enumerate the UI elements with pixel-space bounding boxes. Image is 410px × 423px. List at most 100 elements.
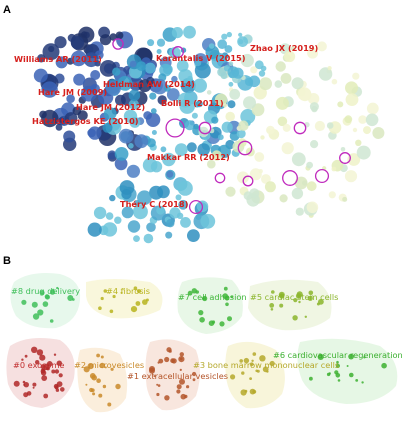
cluster-node: [112, 294, 116, 299]
cluster-node: [241, 371, 245, 375]
cluster-node: [67, 295, 74, 301]
cluster-node: [198, 310, 204, 316]
cluster-node: [179, 368, 182, 371]
cluster-node: [335, 363, 340, 368]
network-node: [133, 235, 140, 243]
cluster-label-cardiac-stem-cells: #5 cardiac stem cells: [250, 292, 338, 302]
network-node: [229, 88, 241, 100]
cluster-node: [326, 372, 331, 377]
network-node: [295, 207, 304, 216]
network-node: [192, 78, 207, 93]
network-node: [258, 70, 266, 77]
cluster-label-bone-marrow: #3 bone marrow mononuclear cells: [193, 360, 339, 370]
network-node: [284, 50, 296, 63]
cluster-node: [166, 347, 172, 353]
network-node: [306, 201, 319, 214]
network-node: [228, 61, 234, 66]
cluster-label-cardiovascular-regeneration: #6 cardiovascular regeneration: [273, 350, 403, 360]
network-node: [221, 33, 228, 40]
cluster-node: [42, 301, 49, 307]
network-node: [217, 134, 224, 141]
cluster-node: [102, 384, 107, 389]
cluster-node: [55, 388, 60, 392]
network-node: [163, 84, 171, 92]
cluster-node: [90, 388, 95, 393]
network-node: [171, 26, 183, 39]
network-node: [224, 45, 233, 53]
network-node: [248, 75, 261, 88]
network-node: [99, 34, 112, 46]
network-node: [355, 139, 362, 146]
cluster-node: [240, 389, 247, 396]
network-node: [156, 206, 165, 215]
network-node: [356, 145, 371, 160]
network-node: [42, 43, 60, 61]
network-node: [147, 39, 155, 47]
network-node: [342, 196, 348, 202]
cluster-node: [83, 366, 90, 373]
cluster-node: [307, 295, 313, 301]
network-node: [123, 109, 138, 124]
network-node: [41, 109, 59, 128]
network-node: [250, 66, 258, 74]
cluster-node: [120, 291, 123, 294]
cluster-node: [223, 286, 228, 291]
citation-burst-ring: [198, 121, 212, 135]
cluster-node: [361, 381, 364, 384]
cluster-node: [107, 402, 112, 407]
citation-burst-ring: [293, 121, 307, 135]
network-node: [143, 111, 152, 120]
network-node: [345, 93, 359, 106]
network-node: [112, 67, 121, 76]
cluster-node: [98, 393, 103, 398]
cluster-node: [32, 386, 35, 389]
cluster-node: [130, 306, 138, 313]
network-node: [264, 181, 276, 193]
cluster-node: [115, 383, 121, 390]
cluster-node: [98, 306, 102, 311]
cluster-node: [249, 362, 254, 367]
network-node: [127, 220, 141, 233]
author-label-hare-2012: Hare JM (2012): [76, 102, 145, 112]
cluster-node: [317, 353, 324, 360]
cluster-node: [100, 296, 104, 301]
cluster-node: [292, 315, 298, 321]
network-node: [87, 222, 102, 237]
author-label-hare-2009: Hare JM (2009): [38, 87, 107, 97]
network-node: [228, 81, 234, 87]
panel-b-cluster-nodes: [13, 286, 387, 407]
network-node: [118, 128, 134, 144]
cluster-node: [271, 290, 275, 294]
network-node: [142, 157, 158, 173]
network-node: [352, 127, 358, 133]
cluster-node: [100, 355, 104, 359]
cluster-label-cell-adhesion: #7 cell adhesion: [178, 292, 247, 302]
cluster-node: [157, 361, 160, 364]
network-node: [266, 128, 271, 133]
network-node: [281, 142, 294, 155]
cluster-node: [381, 362, 387, 369]
cluster-node: [40, 370, 47, 376]
panel-a-letter: A: [3, 4, 11, 16]
network-node: [294, 176, 308, 190]
cluster-node: [60, 387, 65, 392]
cluster-node: [296, 291, 303, 298]
citation-burst-ring: [282, 170, 298, 186]
cluster-node: [157, 384, 161, 387]
network-node: [344, 170, 358, 183]
network-node: [143, 233, 154, 244]
cluster-region-cardiovascular-regeneration: [297, 338, 398, 404]
network-node: [254, 152, 265, 162]
cluster-node: [239, 359, 243, 363]
cluster-node: [298, 300, 301, 304]
cluster-node: [135, 301, 141, 306]
cluster-node: [337, 379, 341, 382]
cluster-node: [137, 289, 141, 294]
network-node: [291, 187, 304, 200]
network-node: [114, 147, 129, 161]
cluster-node: [230, 374, 236, 380]
network-node: [238, 32, 243, 37]
cluster-node: [51, 369, 56, 374]
cluster-node: [164, 395, 170, 401]
